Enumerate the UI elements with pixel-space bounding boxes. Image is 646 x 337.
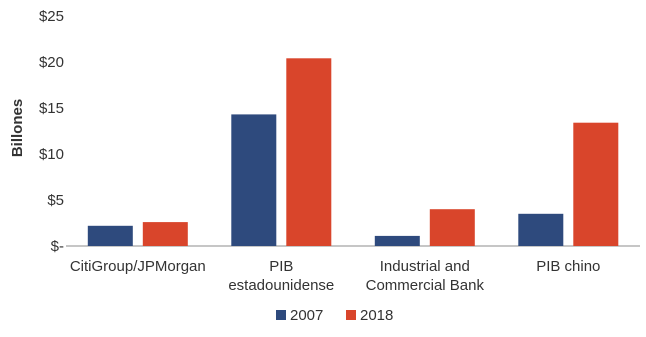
y-tick-label: $15	[39, 100, 64, 117]
bar-2007-0	[87, 225, 133, 246]
y-tick-label: $20	[39, 54, 64, 71]
x-category-label: PIB chino	[536, 258, 600, 275]
x-category-label: PIB estadounidense	[228, 258, 334, 294]
bar-2018-1	[286, 58, 332, 246]
bar-2007-3	[518, 213, 564, 246]
legend-label-2018: 2018	[360, 307, 393, 324]
bar-2018-0	[142, 222, 188, 246]
bar-2018-2	[429, 209, 475, 246]
bars	[87, 58, 619, 247]
y-tick-label: $-	[51, 238, 64, 255]
legend-swatch-2018	[346, 310, 356, 320]
legend: 2007 2018	[276, 307, 393, 324]
y-tick-label: $10	[39, 146, 64, 163]
category-labels: CitiGroup/JPMorgan PIB estadounidense Indus…	[70, 258, 601, 294]
x-category-label: Industrial and Commercial Bank	[366, 258, 485, 294]
y-tick-label: $5	[47, 192, 64, 209]
bar-2018-3	[573, 122, 619, 246]
y-tick-label: $25	[39, 8, 64, 25]
legend-swatch-2007	[276, 310, 286, 320]
bar-2007-2	[374, 235, 420, 246]
x-category-label: CitiGroup/JPMorgan	[70, 258, 206, 275]
y-axis-label: Billones	[9, 99, 26, 157]
y-axis-ticks: $- $5 $10 $15 $20 $25	[39, 8, 64, 255]
legend-label-2007: 2007	[290, 307, 323, 324]
bar-2007-1	[231, 114, 277, 247]
